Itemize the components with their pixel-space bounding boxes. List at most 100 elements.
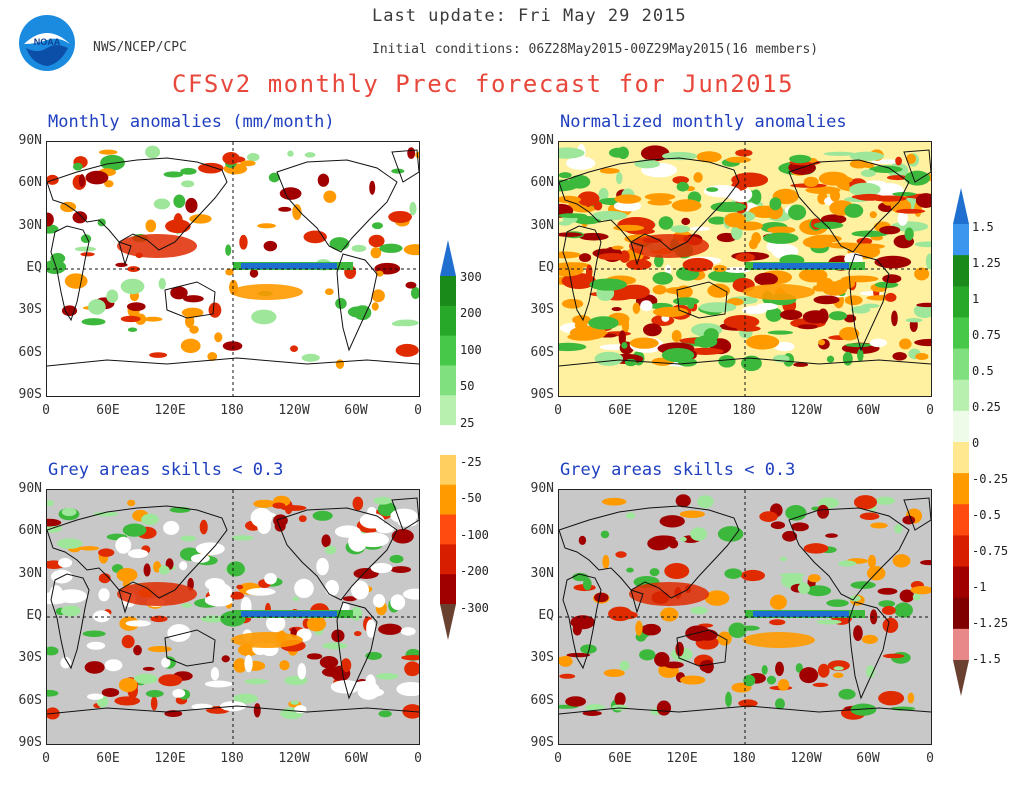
colorbar-norm-label: -1 xyxy=(972,580,987,594)
equatorial-band-core xyxy=(241,263,337,269)
precip-blob xyxy=(181,180,195,188)
precip-blob xyxy=(788,204,807,221)
precip-blob xyxy=(699,660,713,673)
precip-blob xyxy=(370,247,382,259)
precip-blob xyxy=(142,666,155,671)
precip-blob xyxy=(329,237,350,251)
precip-blob xyxy=(405,281,417,289)
precip-blob xyxy=(759,511,778,522)
lon-label: 0 xyxy=(554,751,562,766)
precip-blob xyxy=(849,182,881,197)
precip-blob xyxy=(849,595,861,602)
colorbar-norm-label: 0.5 xyxy=(972,364,994,378)
precip-blob xyxy=(317,173,330,187)
skill-patch xyxy=(265,614,286,633)
precip-blob xyxy=(153,198,171,210)
lon-label: 120E xyxy=(666,403,698,418)
precip-blob xyxy=(64,273,88,289)
precip-blob xyxy=(780,309,803,320)
skill-patch xyxy=(87,693,104,700)
lat-label: 90N xyxy=(530,133,554,148)
precip-blob xyxy=(775,661,784,677)
precip-blob xyxy=(892,191,916,197)
precip-blob xyxy=(559,656,569,665)
precip-blob xyxy=(321,534,331,548)
precip-blob xyxy=(795,663,803,673)
precip-blob xyxy=(833,666,844,671)
precip-blob xyxy=(710,201,747,213)
precip-blob xyxy=(672,176,690,184)
precip-blob xyxy=(100,154,125,171)
coastline xyxy=(118,241,132,266)
precip-blob xyxy=(559,179,579,192)
precip-blob xyxy=(738,699,758,708)
precip-blob xyxy=(894,602,913,618)
precip-blob xyxy=(769,619,786,626)
precip-blob xyxy=(656,700,672,716)
skill-patch xyxy=(390,594,406,611)
coastline xyxy=(47,705,419,715)
precip-blob xyxy=(844,295,863,306)
coastline xyxy=(562,225,602,322)
skill-patch xyxy=(167,624,191,642)
skill-patch xyxy=(125,620,151,627)
precip-blob xyxy=(812,682,829,688)
precip-blob xyxy=(925,253,931,270)
precip-blob xyxy=(394,319,419,327)
precip-blob xyxy=(912,593,921,601)
precip-blob xyxy=(615,171,623,185)
precip-blob xyxy=(640,145,670,162)
colorbar-norm-label: -0.5 xyxy=(972,508,1001,522)
skill-patch xyxy=(104,659,123,672)
precip-blob xyxy=(779,573,805,578)
precip-blob xyxy=(857,348,864,362)
precip-blob xyxy=(347,306,368,318)
precip-blob xyxy=(378,623,402,635)
colorbar-segment xyxy=(953,410,969,443)
precip-blob xyxy=(671,329,682,343)
precip-blob xyxy=(198,162,224,174)
precip-blob xyxy=(690,527,708,541)
precip-blob xyxy=(671,199,702,212)
precip-blob xyxy=(859,512,880,520)
precip-blob xyxy=(644,193,676,201)
precip-blob xyxy=(915,193,931,208)
precip-blob xyxy=(799,667,819,684)
lon-label: 120W xyxy=(278,751,310,766)
precip-blob xyxy=(143,563,151,577)
lat-label: 30N xyxy=(530,566,554,581)
skill-patch xyxy=(115,536,132,554)
lon-label: 120E xyxy=(154,751,186,766)
precip-blob xyxy=(47,259,67,274)
precip-blob xyxy=(874,255,912,269)
skill-patch xyxy=(396,681,419,697)
precip-blob xyxy=(598,187,609,201)
precip-blob xyxy=(816,619,842,625)
colorbar-mm-label: 50 xyxy=(460,379,475,393)
precip-blob xyxy=(731,172,769,188)
precip-blob xyxy=(769,197,782,211)
precip-blob xyxy=(717,526,744,542)
precip-blob xyxy=(388,210,412,223)
precip-blob xyxy=(593,201,603,211)
precip-blob xyxy=(878,600,896,608)
lat-label: 30S xyxy=(18,650,42,665)
precip-blob xyxy=(82,630,106,637)
precip-blob xyxy=(895,208,926,214)
precip-blob xyxy=(72,162,83,171)
precip-blob xyxy=(913,303,931,319)
precip-blob xyxy=(98,149,118,155)
precip-blob xyxy=(226,561,245,577)
precip-blob xyxy=(149,352,168,358)
precip-blob xyxy=(767,226,796,234)
precip-blob xyxy=(685,625,711,642)
precip-blob xyxy=(403,244,419,256)
lat-label: 90N xyxy=(530,481,554,496)
colorbar-segment xyxy=(440,276,456,307)
dry-anomaly xyxy=(117,582,197,606)
skill-patch xyxy=(163,520,180,535)
precip-blob xyxy=(808,234,842,243)
precip-blob xyxy=(659,515,685,528)
precip-blob xyxy=(181,307,204,318)
precip-blob xyxy=(791,522,809,532)
